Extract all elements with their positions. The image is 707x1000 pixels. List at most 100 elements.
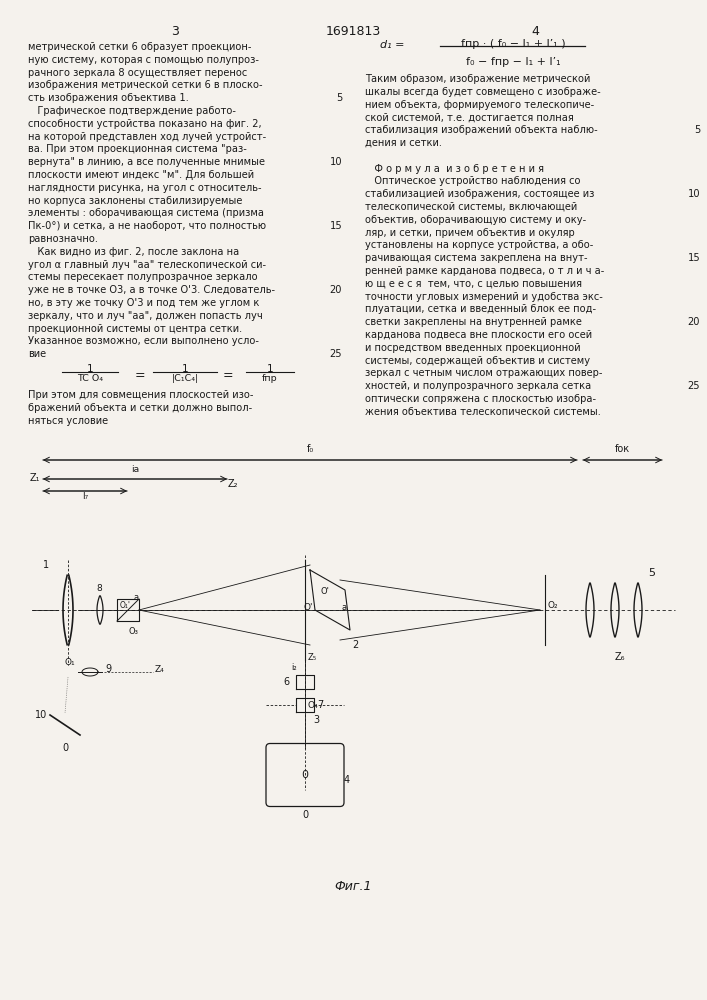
Text: a: a (134, 593, 139, 602)
Text: 2: 2 (352, 640, 358, 650)
Text: 20: 20 (329, 285, 342, 295)
Text: l₇: l₇ (82, 492, 88, 501)
Text: системы, содержащей объектив и систему: системы, содержащей объектив и систему (365, 356, 590, 366)
Text: Фиг.1: Фиг.1 (334, 880, 372, 893)
Text: Z₆: Z₆ (615, 652, 625, 662)
Text: 6: 6 (284, 677, 290, 687)
Text: проекционной системы от центра сетки.: проекционной системы от центра сетки. (28, 324, 243, 334)
Text: бражений объекта и сетки должно выпол-: бражений объекта и сетки должно выпол- (28, 403, 252, 413)
Text: =: = (223, 369, 233, 382)
Text: 8: 8 (96, 584, 102, 593)
Text: 25: 25 (329, 349, 342, 359)
Text: вие: вие (28, 349, 46, 359)
Text: Оптическое устройство наблюдения со: Оптическое устройство наблюдения со (365, 176, 580, 186)
Text: Z₅: Z₅ (308, 654, 317, 662)
Text: O₄: O₄ (308, 700, 319, 710)
Text: |C₁C₄|: |C₁C₄| (171, 374, 199, 383)
Text: телескопической системы, включающей: телескопической системы, включающей (365, 202, 577, 212)
Text: 20: 20 (687, 317, 700, 327)
Text: стабилизация изображений объекта наблю-: стабилизация изображений объекта наблю- (365, 125, 597, 135)
Text: Z₄: Z₄ (155, 664, 165, 674)
Text: O₁': O₁' (119, 600, 131, 609)
Text: нием объекта, формируемого телескопиче-: нием объекта, формируемого телескопиче- (365, 100, 595, 110)
Text: ю щ е е с я  тем, что, с целью повышения: ю щ е е с я тем, что, с целью повышения (365, 279, 582, 289)
Text: няться условие: няться условие (28, 416, 108, 426)
Text: объектив, оборачивающую систему и оку-: объектив, оборачивающую систему и оку- (365, 215, 586, 225)
Text: оптически сопряжена с плоскостью изобра-: оптически сопряжена с плоскостью изобра- (365, 394, 596, 404)
Text: но корпуса заклонены стабилизируемые: но корпуса заклонены стабилизируемые (28, 196, 243, 206)
Text: уже не в точке О3, а в точке О'3. Следователь-: уже не в точке О3, а в точке О'3. Следов… (28, 285, 275, 295)
Text: 5: 5 (336, 93, 342, 103)
Text: Z₂: Z₂ (228, 479, 238, 489)
Text: точности угловых измерений и удобства экс-: точности угловых измерений и удобства эк… (365, 292, 603, 302)
Text: сть изображения объектива 1.: сть изображения объектива 1. (28, 93, 189, 103)
Text: зеркал с четным числом отражающих повер-: зеркал с четным числом отражающих повер- (365, 368, 602, 378)
Text: рачивающая система закреплена на внут-: рачивающая система закреплена на внут- (365, 253, 588, 263)
Text: O': O' (303, 602, 312, 611)
Text: стемы пересекает полупрозрачное зеркало: стемы пересекает полупрозрачное зеркало (28, 272, 257, 282)
Text: 0: 0 (302, 810, 308, 820)
Text: 9: 9 (105, 664, 111, 674)
Text: ской системой, т.е. достигается полная: ской системой, т.е. достигается полная (365, 112, 574, 122)
Text: =: = (135, 369, 146, 382)
Text: установлены на корпусе устройства, а обо-: установлены на корпусе устройства, а обо… (365, 240, 593, 250)
Text: fпр · ( f₀ − l₁ + l’₁ ): fпр · ( f₀ − l₁ + l’₁ ) (461, 39, 566, 49)
Text: Пк-0°) и сетка, а не наоборот, что полностью: Пк-0°) и сетка, а не наоборот, что полно… (28, 221, 266, 231)
Text: стабилизацией изображения, состоящее из: стабилизацией изображения, состоящее из (365, 189, 595, 199)
Text: O': O' (320, 587, 329, 596)
Text: хностей, и полупрозрачного зеркала сетка: хностей, и полупрозрачного зеркала сетка (365, 381, 591, 391)
Text: плоскости имеют индекс "м". Для большей: плоскости имеют индекс "м". Для большей (28, 170, 254, 180)
Text: i₂: i₂ (291, 664, 297, 672)
Text: O₁: O₁ (64, 658, 76, 667)
Text: наглядности рисунка, на угол с относитель-: наглядности рисунка, на угол с относител… (28, 183, 262, 193)
Text: 10: 10 (687, 189, 700, 199)
Text: Указанное возможно, если выполнено усло-: Указанное возможно, если выполнено усло- (28, 336, 259, 346)
Text: метрической сетки 6 образует проекцион-: метрической сетки 6 образует проекцион- (28, 42, 252, 52)
Text: 3: 3 (171, 25, 179, 38)
Text: 1: 1 (182, 364, 188, 374)
Text: зеркалу, что и луч "аа", должен попасть луч: зеркалу, что и луч "аа", должен попасть … (28, 311, 263, 321)
Text: 4: 4 (531, 25, 539, 38)
Text: 3: 3 (313, 715, 319, 725)
Text: 10: 10 (35, 710, 47, 720)
Text: fок: fок (615, 444, 630, 454)
Text: f₀: f₀ (306, 444, 314, 454)
Text: равнозначно.: равнозначно. (28, 234, 98, 244)
Text: При этом для совмещения плоскостей изо-: При этом для совмещения плоскостей изо- (28, 390, 254, 400)
Text: ва. При этом проекционная система "раз-: ва. При этом проекционная система "раз- (28, 144, 247, 154)
Text: 1: 1 (87, 364, 93, 374)
Text: на которой представлен ход лучей устройст-: на которой представлен ход лучей устройс… (28, 132, 267, 142)
Text: ренней рамке карданова подвеса, о т л и ч а-: ренней рамке карданова подвеса, о т л и … (365, 266, 604, 276)
Text: 4: 4 (344, 775, 350, 785)
Text: 15: 15 (687, 253, 700, 263)
Text: Таким образом, изображение метрической: Таким образом, изображение метрической (365, 74, 590, 84)
Text: ную систему, которая с помощью полупроз-: ную систему, которая с помощью полупроз- (28, 55, 259, 65)
Text: d₁ =: d₁ = (380, 40, 404, 50)
Text: способности устройства показано на фиг. 2,: способности устройства показано на фиг. … (28, 119, 262, 129)
Text: Как видно из фиг. 2, после заклона на: Как видно из фиг. 2, после заклона на (28, 247, 239, 257)
Text: плуатации, сетка и введенный блок ее под-: плуатации, сетка и введенный блок ее под… (365, 304, 596, 314)
Text: Z₁: Z₁ (30, 473, 40, 483)
Text: O₃: O₃ (128, 627, 138, 636)
Text: дения и сетки.: дения и сетки. (365, 138, 442, 148)
Text: 1691813: 1691813 (325, 25, 380, 38)
Text: 1: 1 (43, 560, 49, 570)
Text: Ф о р м у л а  и з о б р е т е н и я: Ф о р м у л а и з о б р е т е н и я (365, 164, 544, 174)
Text: элементы : оборачивающая система (призма: элементы : оборачивающая система (призма (28, 208, 264, 218)
Text: 0: 0 (62, 743, 68, 753)
Text: но, в эту же точку О'3 и под тем же углом к: но, в эту же точку О'3 и под тем же угло… (28, 298, 259, 308)
Text: 0: 0 (301, 770, 308, 780)
Text: ляр, и сетки, причем объектив и окуляр: ляр, и сетки, причем объектив и окуляр (365, 228, 575, 238)
Text: 10: 10 (329, 157, 342, 167)
Text: fпр: fпр (262, 374, 278, 383)
Text: и посредством введенных проекционной: и посредством введенных проекционной (365, 343, 580, 353)
Text: 5: 5 (694, 125, 700, 135)
Text: 5: 5 (648, 568, 655, 578)
Text: 25: 25 (687, 381, 700, 391)
Text: жения объектива телескопической системы.: жения объектива телескопической системы. (365, 407, 601, 417)
Text: 15: 15 (329, 221, 342, 231)
Text: 1: 1 (267, 364, 274, 374)
Text: Графическое подтверждение работо-: Графическое подтверждение работо- (28, 106, 236, 116)
Text: шкалы всегда будет совмещено с изображе-: шкалы всегда будет совмещено с изображе- (365, 87, 601, 97)
Text: f₀ − fпр − l₁ + l’₁: f₀ − fпр − l₁ + l’₁ (466, 57, 561, 67)
